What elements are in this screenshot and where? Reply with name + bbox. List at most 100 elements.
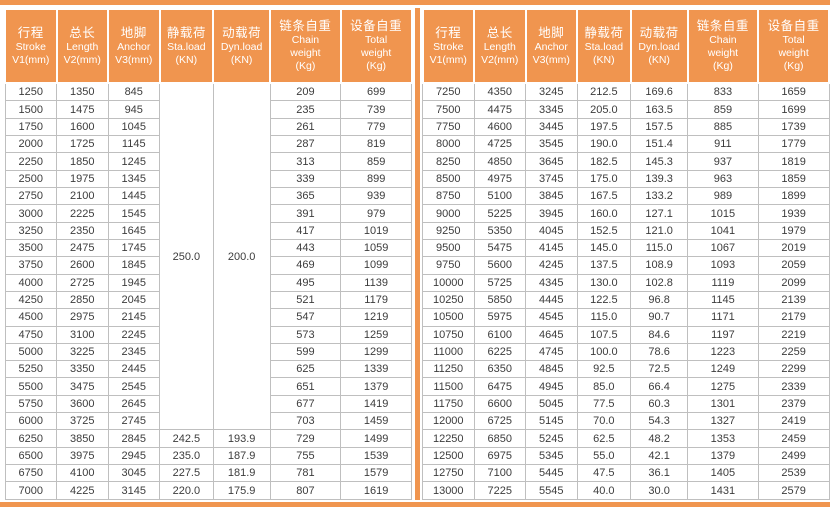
table-cell: 1339 — [340, 360, 412, 379]
table-cell: 859 — [340, 152, 412, 171]
table-cell: 417 — [269, 221, 342, 240]
table-cell: 9500 — [422, 238, 475, 258]
table-cell: 3500 — [4, 238, 57, 258]
table-cell: 4350 — [473, 82, 526, 102]
table-cell: 5975 — [473, 308, 526, 327]
table-cell: 122.5 — [576, 290, 632, 310]
table-cell: 4345 — [525, 273, 578, 292]
table-cell: 10250 — [422, 290, 475, 310]
table-cell: 2000 — [4, 135, 57, 154]
column-header: 地脚 Anchor V3(mm) — [524, 8, 578, 84]
table-cell: 1859 — [757, 169, 830, 189]
table-cell: 2225 — [56, 204, 109, 223]
table-cell: 2579 — [757, 481, 830, 500]
table-cell: 9000 — [422, 204, 475, 223]
column-header-en: Stroke — [15, 40, 46, 53]
table-row: 1250 1350 845 250.0 200.0 209 699 — [4, 82, 412, 431]
table-cell: 899 — [340, 169, 412, 189]
column-header: 设备自重 Total weight (Kg) — [339, 8, 413, 84]
table-cell: 2500 — [4, 169, 57, 189]
table-cell: 521 — [269, 290, 342, 310]
table-cell: 6250 — [4, 429, 57, 448]
column-header-en: weight — [707, 47, 739, 60]
table-cell: 4225 — [56, 481, 109, 500]
table-cell: 287 — [269, 135, 342, 154]
table-cell: 3645 — [525, 152, 578, 171]
column-header-en: Total — [365, 34, 388, 47]
column-header-en: Length — [66, 40, 99, 53]
table-cell: 167.5 — [576, 187, 632, 206]
table-cell: 2745 — [107, 412, 160, 431]
table-cell: 160.0 — [576, 204, 632, 223]
column-header: 总长 Length V2(mm) — [55, 8, 109, 84]
table-cell: 469 — [269, 256, 342, 275]
table-cell: 1139 — [340, 273, 412, 292]
table-cell: 3225 — [56, 342, 109, 362]
table-divider — [414, 8, 420, 500]
column-header-en: Stroke — [433, 40, 464, 53]
table-cell: 1739 — [757, 117, 830, 137]
table-row: 11250 6350 4845 92.5 72.5 1249 2299 — [422, 360, 830, 379]
table-cell: 3345 — [525, 100, 578, 119]
table-cell: 70.0 — [576, 412, 632, 431]
column-header-en: Chain — [291, 34, 320, 47]
table-cell: 1725 — [56, 135, 109, 154]
column-header-en: (Kg) — [366, 60, 387, 73]
table-cell: 5345 — [525, 446, 578, 466]
table-cell: 235.0 — [159, 446, 214, 466]
table-row: 8000 4725 3545 190.0 151.4 911 1779 — [422, 135, 830, 154]
table-cell: 2139 — [757, 290, 830, 310]
table-cell: 2539 — [757, 464, 830, 483]
column-header-en: (Kg) — [295, 60, 316, 73]
table-cell: 4145 — [525, 238, 578, 258]
table-cell: 90.7 — [630, 308, 689, 327]
table-cell: 2350 — [56, 221, 109, 240]
table-cell: 2059 — [757, 256, 830, 275]
table-row: 2750 2100 1445 365 939 — [4, 187, 412, 206]
table-cell: 1745 — [107, 238, 160, 258]
table-cell: 4100 — [56, 464, 109, 483]
table-cell: 107.5 — [576, 325, 632, 344]
table-cell: 13000 — [422, 481, 475, 500]
table-cell: 5545 — [525, 481, 578, 500]
table-cell: 599 — [269, 342, 342, 362]
column-header-en: (KN) — [230, 53, 253, 66]
table-cell: 677 — [269, 394, 342, 414]
table-cell: 1445 — [107, 187, 160, 206]
table-row: 8500 4975 3745 175.0 139.3 963 1859 — [422, 169, 830, 189]
table-cell: 755 — [269, 446, 342, 466]
table-cell: 6350 — [473, 360, 526, 379]
table-cell: 5145 — [525, 412, 578, 431]
merged-load-cell: 200.0 — [212, 82, 271, 431]
table-cell: 2250 — [4, 152, 57, 171]
column-header-en: Length — [483, 40, 516, 53]
table-cell: 175.9 — [212, 481, 271, 500]
table-cell: 7000 — [4, 481, 57, 500]
table-cell: 1405 — [687, 464, 759, 483]
table-cell: 2645 — [107, 394, 160, 414]
table-row: 11000 6225 4745 100.0 78.6 1223 2259 — [422, 342, 830, 362]
table-cell: 2219 — [757, 325, 830, 344]
top-accent-bar — [0, 0, 830, 5]
spec-table-right: 行程 Stroke V1(mm) 总长 Length V2(mm) 地脚 Anchor V3(m… — [421, 8, 831, 500]
table-cell: 781 — [269, 464, 342, 483]
table-row: 2000 1725 1145 287 819 — [4, 135, 412, 154]
table-cell: 36.1 — [630, 464, 689, 483]
table-cell: 209 — [269, 82, 342, 102]
table-cell: 3945 — [525, 204, 578, 223]
column-header-en: Anchor — [117, 40, 151, 53]
table-cell: 1093 — [687, 256, 759, 275]
table-cell: 4045 — [525, 221, 578, 240]
table-cell: 175.0 — [576, 169, 632, 189]
table-cell: 197.5 — [576, 117, 632, 137]
table-cell: 102.8 — [630, 273, 689, 292]
column-header-en: V2(mm) — [63, 53, 101, 66]
table-cell: 10500 — [422, 308, 475, 327]
table-cell: 779 — [340, 117, 412, 137]
table-cell: 48.2 — [630, 429, 689, 448]
table-cell: 3245 — [525, 82, 578, 102]
table-cell: 121.0 — [630, 221, 689, 240]
table-cell: 1299 — [340, 342, 412, 362]
column-header: 总长 Length V2(mm) — [473, 8, 527, 84]
column-header: 静载荷 Sta.load (KN) — [576, 8, 632, 84]
